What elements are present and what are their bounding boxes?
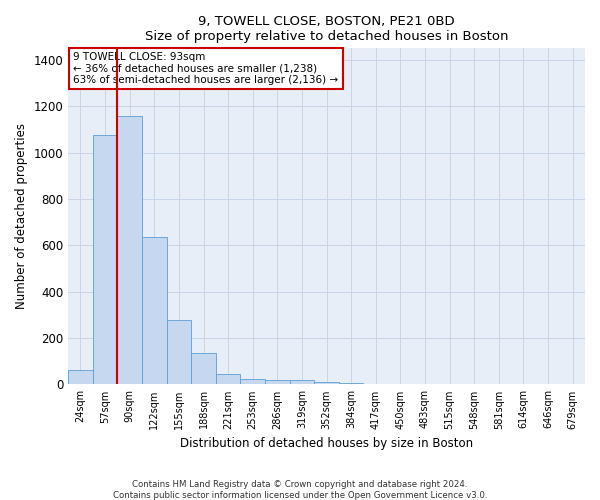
Bar [93,136,118,384]
Title: 9, TOWELL CLOSE, BOSTON, PE21 0BD
Size of property relative to detached houses i: 9, TOWELL CLOSE, BOSTON, PE21 0BD Size o… [145,15,508,43]
Bar [265,380,290,384]
Bar [191,353,216,384]
Text: Contains HM Land Registry data © Crown copyright and database right 2024.
Contai: Contains HM Land Registry data © Crown c… [113,480,487,500]
X-axis label: Distribution of detached houses by size in Boston: Distribution of detached houses by size … [180,437,473,450]
Text: 9 TOWELL CLOSE: 93sqm
← 36% of detached houses are smaller (1,238)
63% of semi-d: 9 TOWELL CLOSE: 93sqm ← 36% of detached … [73,52,338,85]
Bar [167,320,191,384]
Y-axis label: Number of detached properties: Number of detached properties [15,124,28,310]
Bar [290,380,314,384]
Bar [118,116,142,384]
Bar [314,382,339,384]
Bar [68,370,93,384]
Bar [241,380,265,384]
Bar [216,374,241,384]
Bar [142,237,167,384]
